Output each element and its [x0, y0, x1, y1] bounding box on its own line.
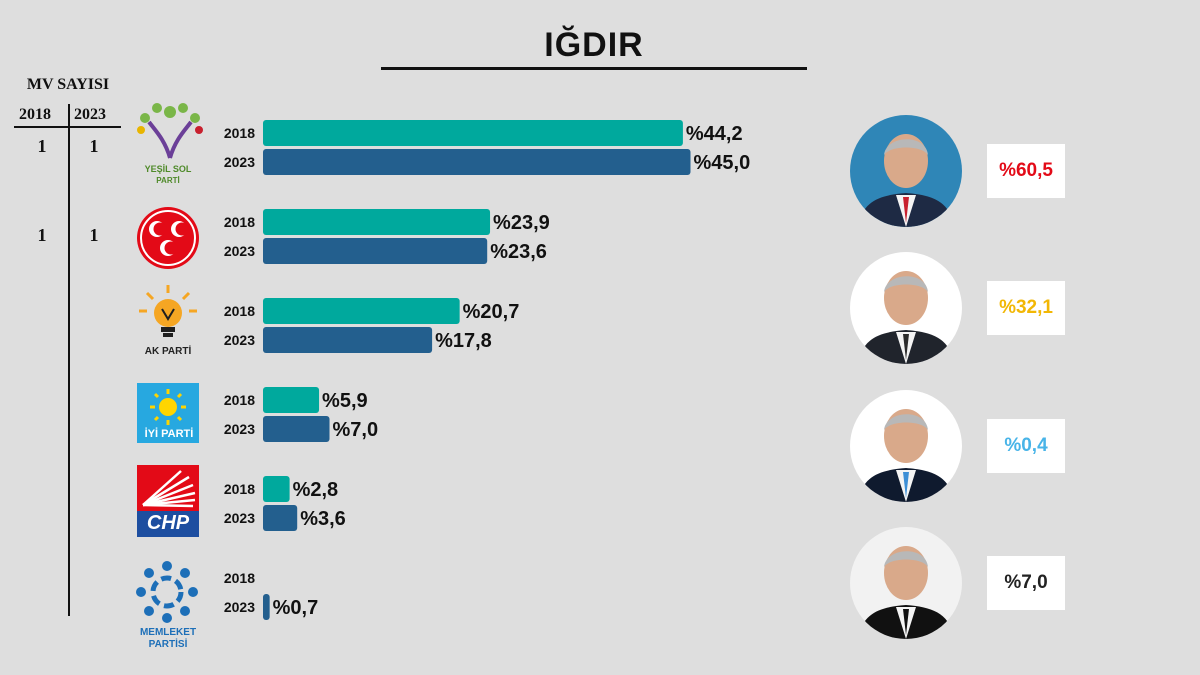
- chp-caption: CHP: [146, 512, 190, 534]
- bar: [263, 476, 290, 502]
- candidate-result-card: %32,1: [987, 281, 1065, 335]
- bar: [263, 416, 330, 442]
- mv-value-mhp-2023: 1: [89, 225, 99, 245]
- mv-value-yesil-sol-2023: 1: [89, 136, 99, 156]
- iyi-parti-caption: İYİ PARTİ: [144, 428, 194, 440]
- bar-year-label: 2023: [224, 421, 255, 437]
- bar-year-label: 2018: [224, 481, 255, 497]
- candidate-2-portrait-icon: [850, 252, 962, 364]
- candidate-4-portrait-icon: [850, 527, 962, 639]
- yesil-sol-logo-icon: [137, 103, 203, 159]
- bar-year-label: 2018: [224, 392, 255, 408]
- bar: [263, 120, 683, 146]
- memleket-partisi-logo-icon: [136, 561, 198, 623]
- bar-year-label: 2023: [224, 599, 255, 615]
- page-title: IĞDIR: [544, 26, 644, 64]
- mv-sayisi-header: MV SAYISI: [26, 76, 110, 93]
- bar-year-label: 2023: [224, 510, 255, 526]
- bar: [263, 505, 298, 531]
- mv-value-mhp-2018: 1: [37, 225, 47, 245]
- bar-value-label: %20,7: [463, 301, 520, 323]
- memleket-caption: MEMLEKET: [139, 627, 197, 638]
- ak-parti-caption: AK PARTİ: [144, 346, 192, 357]
- candidate-1-portrait-icon: [850, 115, 962, 227]
- mv-value-yesil-sol-2018: 1: [37, 136, 47, 156]
- bar-year-label: 2023: [224, 243, 255, 259]
- bar-year-label: 2018: [224, 570, 255, 586]
- bar-value-label: %7,0: [333, 419, 379, 441]
- yesil-sol-caption: YEŞİL SOL: [144, 164, 192, 174]
- bar: [263, 387, 320, 413]
- bar: [263, 327, 433, 353]
- bar-year-label: 2023: [224, 332, 255, 348]
- mv-year-2018: 2018: [19, 106, 51, 123]
- bar-value-label: %44,2: [686, 123, 743, 145]
- bar-value-label: %0,7: [273, 597, 319, 619]
- mv-header-divider: [14, 126, 121, 128]
- candidate-result-card: %0,4: [987, 419, 1065, 473]
- mhp-crescents-logo-icon: [137, 207, 199, 269]
- candidate-3-portrait-icon: [850, 390, 962, 502]
- yesil-sol-caption-2: PARTİ: [156, 176, 180, 185]
- memleket-caption-2: PARTİSİ: [148, 639, 188, 650]
- bar-year-label: 2023: [224, 154, 255, 170]
- iyi-parti-sun-logo-icon: [137, 383, 199, 443]
- bar-year-label: 2018: [224, 125, 255, 141]
- bar-value-label: %23,6: [490, 241, 547, 263]
- bar-value-label: %45,0: [694, 152, 751, 174]
- bar: [263, 238, 488, 264]
- ak-parti-bulb-logo-icon: [139, 285, 197, 337]
- bar-year-label: 2018: [224, 214, 255, 230]
- bar-value-label: %23,9: [493, 212, 550, 234]
- candidate-result-card: %7,0: [987, 556, 1065, 610]
- bar: [263, 594, 270, 620]
- bar-year-label: 2018: [224, 303, 255, 319]
- mv-year-2023: 2023: [74, 106, 106, 123]
- bar-value-label: %3,6: [300, 508, 346, 530]
- bar-chart: 2018 %44,2 2023 %45,0 2018 %23,9 2023 %23,6 2018…: [224, 120, 751, 620]
- chp-six-arrows-logo-icon: [137, 465, 199, 511]
- bar-value-label: %2,8: [293, 479, 339, 501]
- title-underline: [381, 67, 807, 70]
- bar: [263, 209, 491, 235]
- bar: [263, 149, 691, 175]
- bar-value-label: %17,8: [435, 330, 492, 352]
- chp-label-box: [137, 511, 199, 537]
- mv-column-divider: [68, 104, 70, 616]
- candidate-result-card: %60,5: [987, 144, 1065, 198]
- bar-value-label: %5,9: [322, 390, 368, 412]
- bar: [263, 298, 460, 324]
